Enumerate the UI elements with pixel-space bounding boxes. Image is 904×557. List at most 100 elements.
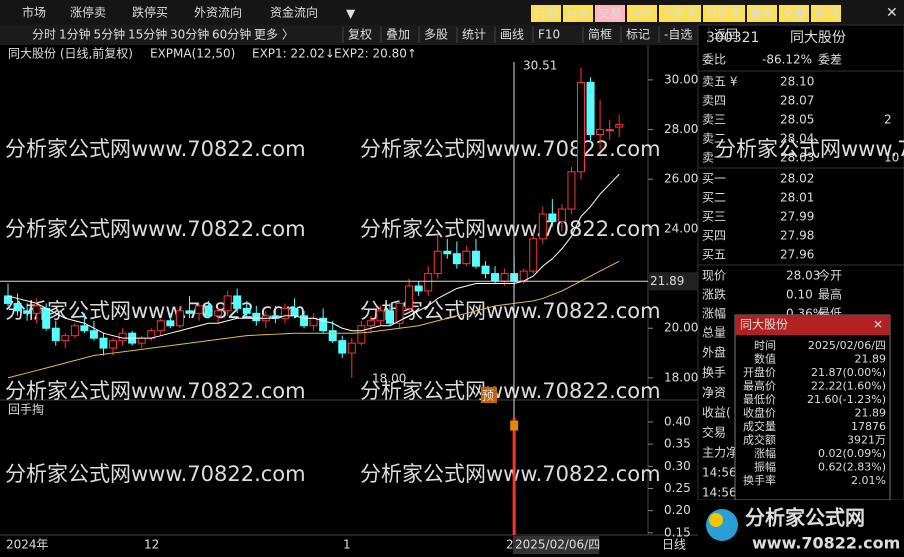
- candle-body: [452, 253, 461, 265]
- popup-value: 0.02(0.09%): [818, 447, 886, 460]
- watermark: 分析家公式网www.70822.com: [360, 299, 661, 323]
- chart-title: 同大股份 (日线,前复权): [8, 46, 133, 61]
- tool[interactable]: -自选: [664, 28, 692, 42]
- menu-item[interactable]: 涨停卖: [70, 5, 106, 20]
- button[interactable]: 撤单: [750, 6, 774, 21]
- button-bg[interactable]: [703, 5, 745, 22]
- candle-body: [80, 325, 89, 332]
- period[interactable]: 5分钟: [94, 27, 126, 42]
- candle-body: [395, 302, 404, 324]
- period[interactable]: 30分钟: [170, 27, 209, 42]
- candle-body: [433, 250, 442, 275]
- menu-arrow[interactable]: ▼: [346, 7, 356, 21]
- y-tick-label: 0.25: [664, 481, 691, 495]
- button-bg[interactable]: [595, 5, 625, 22]
- button[interactable]: 全撤: [782, 6, 806, 21]
- button-bg[interactable]: [811, 5, 841, 22]
- candle-body: [405, 285, 414, 309]
- logo-icon: [706, 509, 738, 541]
- watermark: 分析家公式网www.70822.com: [715, 137, 904, 161]
- ask-label: 卖四: [702, 94, 726, 108]
- popup-value: 3921万: [847, 434, 886, 447]
- popup-value: 2.01%: [851, 474, 886, 487]
- button-bg[interactable]: [563, 5, 593, 22]
- candle-body: [156, 320, 165, 332]
- candle-body: [414, 285, 423, 292]
- watermark: 分析家公式网www.70822.com: [360, 379, 661, 403]
- signal-marker: [510, 420, 519, 431]
- y-tick-label: 18.00: [664, 370, 698, 384]
- stat-label: 涨跌: [702, 287, 726, 302]
- menu-item[interactable]: 跌停买: [132, 5, 168, 20]
- menu-item[interactable]: 资金流向: [270, 5, 318, 20]
- period[interactable]: 1分钟: [59, 27, 91, 42]
- close-button[interactable]: ✕: [886, 5, 898, 21]
- bid-label: 买一: [702, 172, 726, 186]
- button[interactable]: 跌停卖: [706, 6, 742, 21]
- candle-body: [529, 238, 538, 272]
- candle-body: [51, 327, 60, 342]
- bid-label: 买四: [702, 229, 726, 243]
- candle-body: [328, 330, 337, 342]
- candle-body: [615, 124, 624, 128]
- button-bg[interactable]: [747, 5, 777, 22]
- candle-body: [338, 340, 347, 354]
- stat-label: 14:56: [702, 486, 737, 500]
- ask-price: 28.03: [780, 151, 814, 165]
- candle-body: [61, 335, 70, 342]
- quote-label: 委差: [818, 53, 842, 67]
- crosshair-label: 21.89: [650, 274, 684, 288]
- tool[interactable]: 画线: [500, 28, 524, 42]
- stat-label: 净资: [702, 386, 726, 400]
- tool[interactable]: 简框: [588, 28, 612, 42]
- bid-label: 买五: [702, 248, 726, 262]
- button[interactable]: 申新: [630, 6, 654, 21]
- candle-body: [204, 305, 213, 317]
- period-label[interactable]: 日线: [662, 538, 686, 552]
- button-bg[interactable]: [659, 5, 701, 22]
- period[interactable]: 分时: [32, 28, 56, 42]
- stat-label: 交易: [702, 425, 726, 440]
- candle-body: [214, 310, 223, 317]
- candle-body: [175, 310, 184, 327]
- popup-close[interactable]: ✕: [873, 318, 883, 332]
- candle-body: [280, 307, 289, 319]
- button[interactable]: 交易: [598, 6, 622, 21]
- candle-body: [357, 325, 366, 344]
- popup-label: 收盘价: [743, 406, 776, 420]
- candle-body: [424, 273, 433, 292]
- ask-price: 28.05: [780, 113, 814, 127]
- crosshair-label-bg: [648, 272, 698, 291]
- forecast-mark: 预: [482, 389, 494, 403]
- button-bg[interactable]: [531, 5, 561, 22]
- y-tick-label: 20.00: [664, 321, 698, 335]
- tool[interactable]: F10: [538, 28, 560, 42]
- tool[interactable]: 复权: [348, 28, 372, 42]
- tool[interactable]: 叠加: [386, 28, 410, 42]
- period[interactable]: 60分钟: [212, 27, 251, 42]
- period[interactable]: 15分钟: [128, 27, 167, 42]
- tool[interactable]: 统计: [462, 28, 486, 42]
- tool[interactable]: 多股: [424, 28, 448, 42]
- button[interactable]: 行情: [534, 7, 558, 21]
- candle-body: [443, 250, 452, 255]
- button[interactable]: 自选: [566, 7, 590, 21]
- menu-item[interactable]: 市场: [22, 5, 46, 20]
- button-bg[interactable]: [779, 5, 809, 22]
- popup-label: 时间: [754, 339, 776, 352]
- y-tick-label: 30.00: [664, 72, 698, 86]
- bid-label: 买三: [702, 210, 726, 224]
- candle-body: [386, 310, 394, 324]
- button-bg[interactable]: [627, 5, 657, 22]
- period[interactable]: 更多 〉: [254, 28, 294, 42]
- menu-item[interactable]: 外资流向: [194, 5, 242, 20]
- button[interactable]: 涨停卖: [662, 6, 698, 21]
- ask-label: 卖三: [702, 113, 726, 127]
- candle-body: [185, 310, 194, 314]
- tool[interactable]: 返回: [714, 28, 738, 42]
- popup-label: 成交量: [743, 419, 776, 433]
- tool[interactable]: 标记: [626, 28, 650, 42]
- button[interactable]: 返回: [814, 7, 838, 21]
- watermark: 分析家公式网www.70822.com: [5, 462, 306, 486]
